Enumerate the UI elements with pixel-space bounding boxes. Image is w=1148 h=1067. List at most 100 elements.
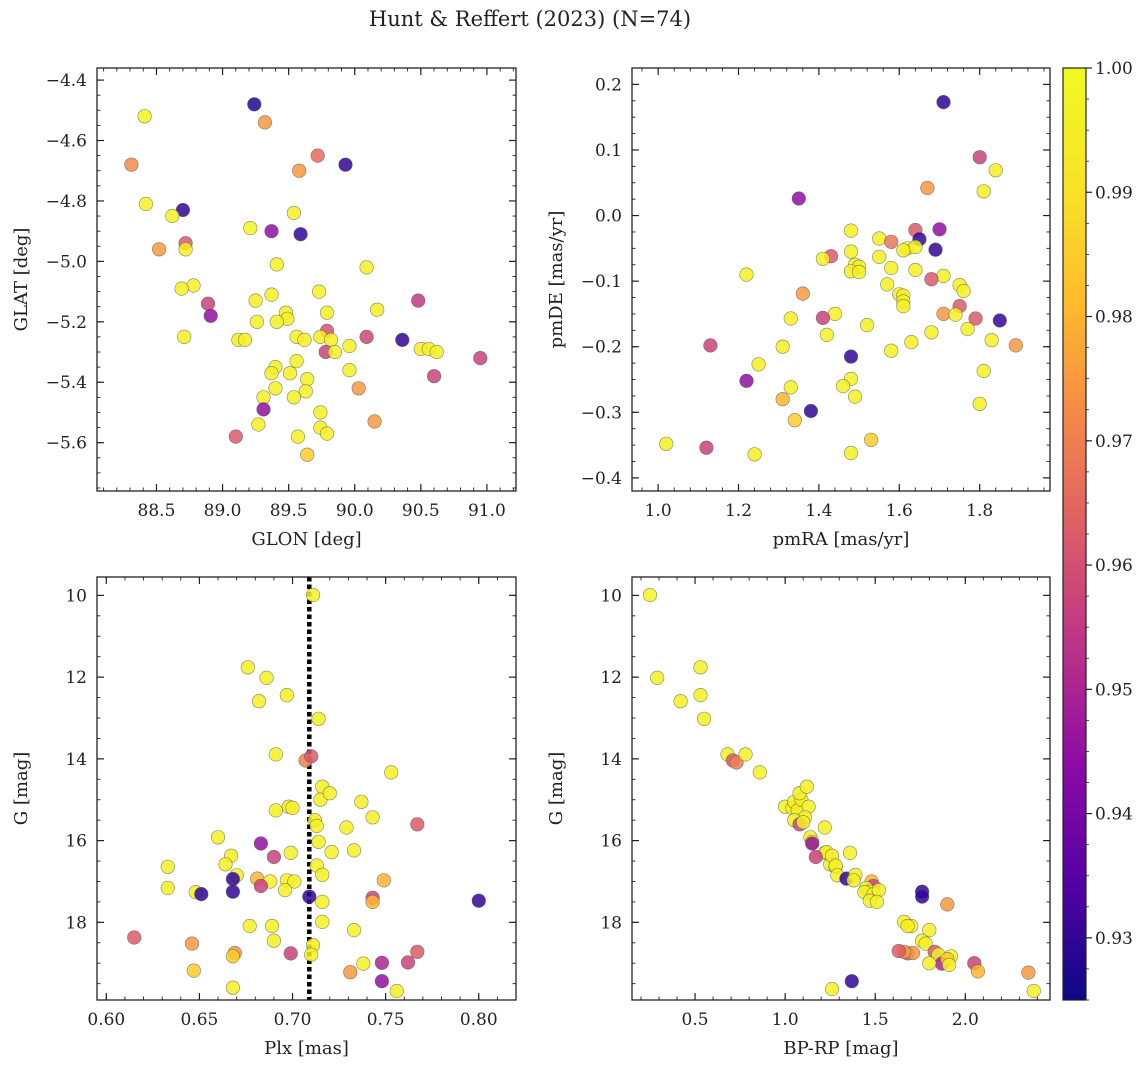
scatter-point [884, 234, 899, 249]
x-tick-label: 1.6 [886, 501, 913, 521]
scatter-point [225, 871, 240, 887]
y-tick-label: −4.6 [46, 132, 87, 152]
scatter-point [384, 765, 399, 780]
scatter-point [752, 765, 768, 780]
y-tick-label: 16 [65, 832, 87, 852]
scatter-point [228, 429, 243, 444]
plot-frame [631, 67, 1051, 492]
scatter-point [240, 660, 255, 675]
scatter-point [843, 244, 859, 259]
scatter-point [293, 227, 308, 242]
scatter-point [427, 369, 442, 384]
colorbar-tick-label: 0.97 [1095, 432, 1133, 452]
scatter-point [356, 956, 371, 971]
scatter-point [218, 857, 233, 872]
scatter-point [411, 293, 426, 308]
scatter-point [970, 964, 986, 979]
scatter-point [324, 844, 339, 860]
scatter-point [880, 277, 895, 292]
scatter-point [843, 445, 859, 461]
panel-proper-motion: 1.0 1.2 1.4 1.6 1.8 −0.4 −0.3 −0.2 −0.1 0.0 0.1 0.2… [546, 67, 1051, 550]
scatter-point [315, 867, 330, 883]
scatter-point [339, 820, 354, 835]
x-tick-label: 0.60 [87, 1010, 125, 1030]
y-tick-label: −5.4 [46, 373, 87, 393]
plot-frame [96, 576, 517, 1001]
scatter-point [278, 882, 293, 898]
scatter-point [253, 836, 268, 851]
scatter-point [283, 845, 298, 861]
y-tick-label: 18 [600, 913, 622, 933]
scatter-point [673, 694, 688, 709]
scatter-point [847, 389, 863, 404]
scatter-point [992, 313, 1007, 328]
colorbar-tick-label: 0.98 [1095, 308, 1133, 328]
x-tick-label: 88.5 [138, 501, 176, 521]
scatter-point [338, 157, 353, 172]
scatter-point [298, 384, 313, 399]
scatter-point [747, 447, 762, 462]
scatter-point [365, 810, 380, 825]
scatter-point [285, 800, 300, 816]
scatter-point [924, 325, 939, 340]
panel-parallax-magnitude: 0.60 0.65 0.70 0.75 0.80 10 12 14 16 18 Plx [mas] G… [11, 576, 517, 1059]
plot-background [97, 68, 516, 491]
scatter-point [815, 251, 831, 266]
y-tick-label: −0.2 [581, 338, 622, 358]
scatter-point [920, 180, 935, 196]
scatter-point [988, 163, 1003, 178]
scatter-point [287, 874, 302, 889]
scatter-point [775, 392, 790, 407]
y-axis-label: G [mag] [546, 752, 567, 825]
scatter-point [343, 965, 358, 980]
scatter-points [642, 587, 1041, 999]
scatter-point [1026, 983, 1041, 999]
scatter-point [642, 587, 658, 603]
scatter-point [693, 687, 708, 703]
y-tick-label: 12 [65, 668, 87, 688]
scatter-point [819, 327, 835, 343]
scatter-point [286, 390, 302, 405]
y-tick-label: 16 [600, 832, 622, 852]
y-tick-label: 10 [65, 586, 87, 606]
scatter-point [400, 955, 416, 970]
panel-color-magnitude: 0.5 1.0 1.5 2.0 10 12 14 16 18 BP-RP [mag] G [mag] [546, 576, 1051, 1059]
scatter-point [342, 338, 357, 354]
scatter-point [471, 893, 486, 908]
scatter-point [968, 311, 983, 326]
x-tick-label: 0.75 [367, 1010, 405, 1030]
scatter-point [248, 293, 263, 308]
scatter-point [300, 372, 315, 387]
scatter-point [805, 836, 820, 851]
scatter-point [729, 755, 744, 770]
scatter-points [127, 587, 486, 999]
x-axis-label: pmRA [mas/yr] [773, 529, 910, 550]
scatter-point [359, 260, 374, 275]
scatter-point [351, 381, 366, 396]
scatter-point [313, 405, 328, 420]
scatter-point [249, 314, 264, 329]
x-tick-label: 1.2 [725, 501, 752, 521]
scatter-point [739, 267, 754, 282]
x-axis-label: Plx [mas] [264, 1038, 349, 1059]
scatter-point [312, 284, 327, 299]
scatter-point [783, 380, 798, 395]
scatter-point [783, 311, 798, 326]
y-axis-label: G [mag] [11, 752, 32, 825]
scatter-point [1008, 338, 1023, 353]
x-tick-label: 89.0 [204, 501, 242, 521]
scatter-point [323, 332, 339, 348]
scatter-point [922, 922, 937, 938]
x-tick-label: 90.0 [336, 501, 374, 521]
scatter-point [304, 947, 319, 962]
scatter-point [827, 306, 843, 322]
figure-title: Hunt & Reffert (2023) (N=74) [369, 7, 691, 31]
scatter-point [863, 432, 879, 447]
scatter-point [429, 344, 444, 360]
scatter-point [956, 283, 971, 299]
scatter-point [257, 115, 273, 130]
scatter-point [936, 268, 951, 284]
scatter-point [342, 363, 357, 378]
scatter-point [932, 222, 947, 237]
